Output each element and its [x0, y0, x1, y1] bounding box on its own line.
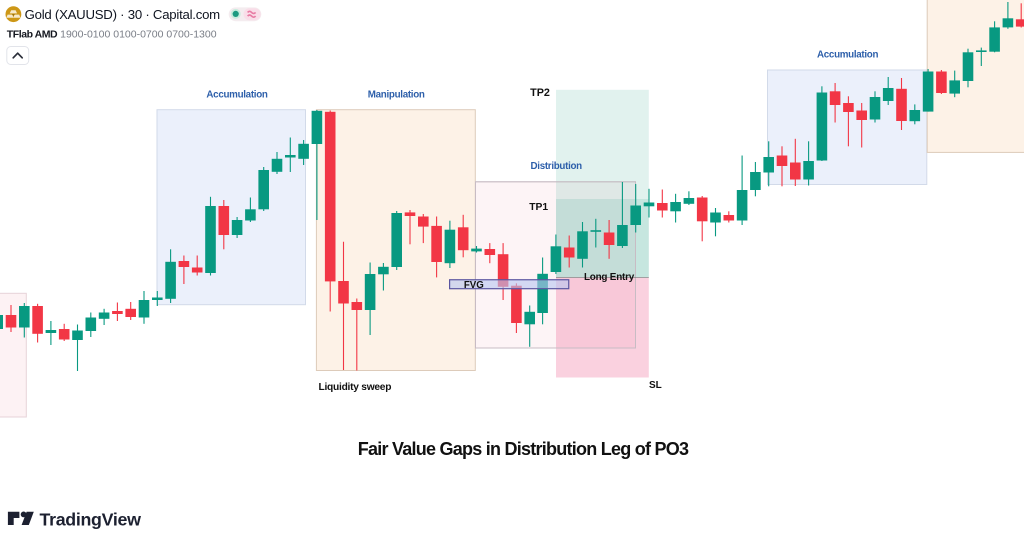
svg-text:Fair Value Gaps in Distributio: Fair Value Gaps in Distribution Leg of P… [358, 439, 689, 459]
svg-text:Manipulation: Manipulation [368, 90, 425, 101]
svg-text:SL: SL [649, 380, 662, 391]
svg-text:TP2: TP2 [530, 87, 550, 99]
svg-text:Long Entry: Long Entry [584, 272, 635, 283]
svg-text:Accumulation: Accumulation [817, 50, 878, 61]
svg-text:TFlab AMD 1900-0100 0100-0700: TFlab AMD 1900-0100 0100-0700 0700-1300 [7, 29, 217, 41]
svg-text:Distribution: Distribution [531, 161, 583, 172]
svg-text:Accumulation: Accumulation [206, 90, 267, 101]
svg-text:Liquidity sweep: Liquidity sweep [319, 382, 392, 393]
svg-text:TP1: TP1 [529, 202, 548, 213]
svg-text:TradingView: TradingView [40, 510, 142, 530]
svg-text:Gold (XAUUSD) · 30 · Capital.c: Gold (XAUUSD) · 30 · Capital.com [25, 7, 221, 22]
svg-text:FVG: FVG [464, 280, 484, 291]
